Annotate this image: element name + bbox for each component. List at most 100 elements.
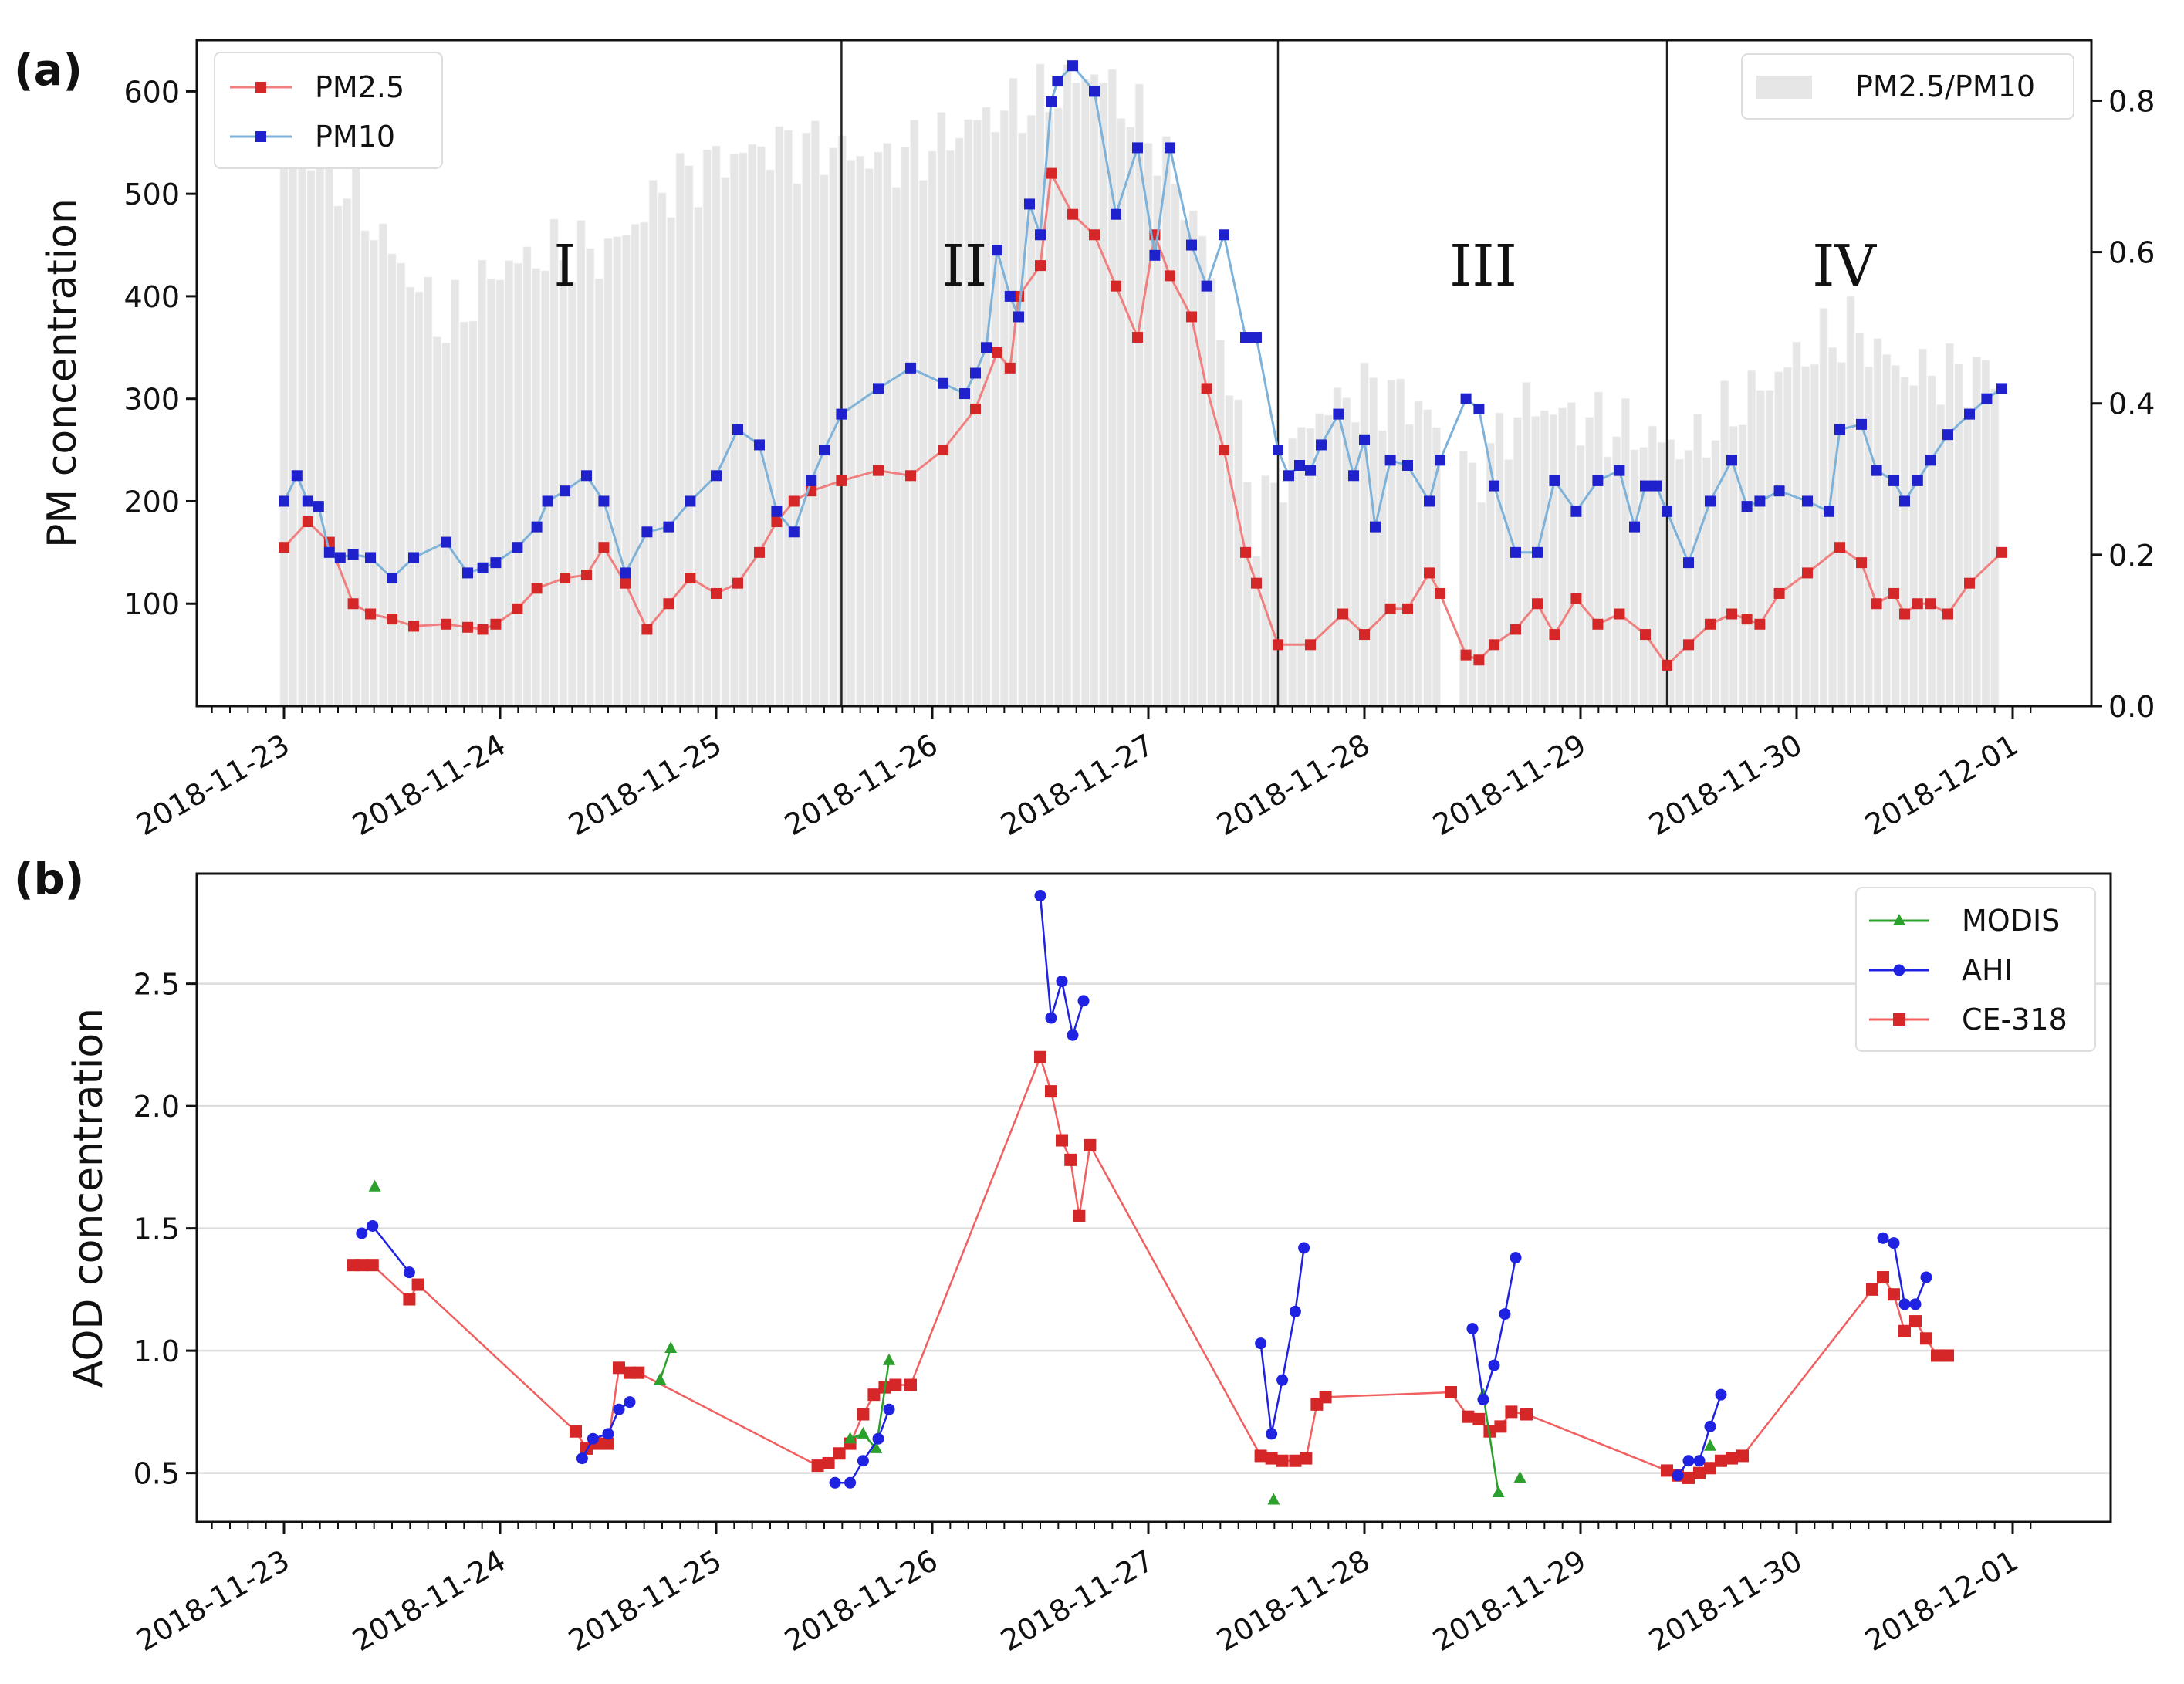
- ratio-bar: [955, 137, 964, 707]
- ratio-bar: [1711, 440, 1720, 707]
- data-point-PM10: [1912, 475, 1923, 486]
- data-point-PM10: [1052, 76, 1063, 87]
- data-point-PM10: [806, 475, 817, 486]
- ratio-bar: [1531, 415, 1540, 707]
- ratio-bar: [351, 167, 360, 707]
- data-point-AHI: [403, 1266, 415, 1279]
- data-point-PM10: [1348, 470, 1359, 482]
- data-point-PM2.5: [992, 347, 1002, 358]
- ytick-left-label: 400: [123, 280, 180, 314]
- data-point-PM2.5: [1460, 649, 1472, 661]
- panel-a-plot-frame: [195, 39, 2093, 708]
- ytick-left-label: 600: [123, 75, 180, 109]
- ytick-label: 0.5: [134, 1457, 180, 1491]
- ratio-bar: [1171, 183, 1180, 707]
- data-point-PM10: [663, 521, 674, 533]
- ratio-bar: [1504, 458, 1513, 707]
- panel-b-plot-frame: [195, 872, 2112, 1523]
- ratio-bar: [432, 336, 441, 707]
- data-point-PM10: [408, 552, 419, 563]
- data-point-PM10: [1435, 455, 1445, 466]
- data-point-CE-318: [1661, 1464, 1673, 1477]
- ratio-bar: [1684, 449, 1693, 707]
- ratio-bar: [675, 152, 685, 707]
- data-point-CE-318: [1289, 1454, 1302, 1467]
- ratio-bar: [702, 149, 712, 707]
- series-line-MODIS: [850, 1360, 891, 1451]
- ratio-bar: [1099, 82, 1108, 707]
- data-point-PM2.5: [754, 546, 765, 558]
- legend-label-MODIS: MODIS: [1962, 904, 2060, 938]
- data-point-PM2.5: [490, 618, 502, 630]
- data-point-PM2.5: [1489, 639, 1499, 651]
- ratio-bar: [1603, 456, 1612, 707]
- data-point-PM2.5: [938, 445, 948, 456]
- ratio-bar: [495, 279, 505, 707]
- data-point-PM10: [334, 552, 346, 563]
- ytick-left-label: 100: [123, 587, 180, 621]
- ratio-bar: [360, 230, 370, 707]
- data-point-AHI: [1704, 1420, 1716, 1432]
- ratio-bar: [559, 259, 568, 707]
- ratio-bar: [1459, 450, 1468, 707]
- data-point-PM2.5: [1741, 614, 1753, 625]
- ratio-bar: [1513, 417, 1522, 707]
- ratio-bar: [1351, 421, 1360, 707]
- legend-left: PM2.5 PM10: [214, 52, 443, 169]
- data-point-CE-318: [889, 1378, 902, 1391]
- legend-marker-AHI: [1893, 964, 1905, 976]
- ratio-bar: [387, 253, 397, 707]
- data-point-PM2.5: [1132, 332, 1143, 343]
- data-point-PM2.5: [788, 495, 800, 507]
- data-point-PM10: [836, 408, 847, 420]
- data-point-PM10: [1067, 60, 1078, 72]
- data-point-CE-318: [1704, 1462, 1716, 1475]
- data-point-PM10: [1964, 408, 1975, 420]
- data-point-PM2.5: [408, 621, 419, 632]
- data-point-PM10: [560, 485, 570, 497]
- data-point-AHI: [1255, 1337, 1267, 1350]
- data-point-PM2.5: [1337, 608, 1348, 620]
- data-point-PM10: [490, 557, 502, 569]
- ratio-bar: [775, 126, 784, 707]
- ratio-bar: [1954, 364, 1963, 707]
- legend-right-box: [1741, 53, 2074, 120]
- ratio-bar: [1053, 107, 1063, 707]
- data-point-AHI: [1898, 1298, 1911, 1310]
- data-point-MODIS: [1267, 1493, 1280, 1505]
- data-point-PM10: [732, 424, 743, 435]
- data-point-MODIS: [870, 1441, 883, 1453]
- panel-b-label: (b): [14, 854, 84, 905]
- data-point-PM10: [938, 377, 948, 389]
- data-point-PM2.5: [1773, 587, 1785, 599]
- data-point-PM2.5: [1402, 603, 1413, 614]
- data-point-PM2.5: [477, 624, 489, 635]
- data-point-MODIS: [664, 1341, 678, 1353]
- data-point-PM10: [959, 388, 970, 400]
- data-point-PM2.5: [905, 470, 916, 482]
- ratio-bar: [1107, 69, 1117, 707]
- data-point-PM10: [1186, 239, 1197, 251]
- ratio-bar: [333, 205, 343, 707]
- ratio-bar: [1909, 384, 1919, 707]
- data-point-PM10: [1629, 521, 1640, 533]
- data-point-PM2.5: [1871, 598, 1882, 610]
- ratio-bar: [1594, 391, 1603, 707]
- legend-label-ratio: PM2.5/PM10: [1855, 69, 2035, 103]
- ratio-bar: [1873, 338, 1882, 707]
- ratio-bar: [1963, 407, 1973, 707]
- data-point-CE-318: [1073, 1209, 1086, 1222]
- ratio-bar: [1045, 111, 1054, 707]
- data-point-CE-318: [1931, 1349, 1943, 1362]
- ratio-bar: [576, 220, 586, 707]
- period-label-I: I: [553, 233, 576, 299]
- data-point-CE-318: [811, 1459, 824, 1473]
- data-point-PM2.5: [1899, 608, 1910, 620]
- data-point-PM10: [1402, 459, 1413, 471]
- ratio-bar: [864, 168, 874, 707]
- ratio-bar: [1414, 401, 1423, 707]
- ratio-bar: [918, 180, 928, 707]
- data-point-PM10: [1004, 290, 1016, 302]
- ratio-bar: [694, 206, 703, 707]
- data-point-PM10: [512, 542, 523, 553]
